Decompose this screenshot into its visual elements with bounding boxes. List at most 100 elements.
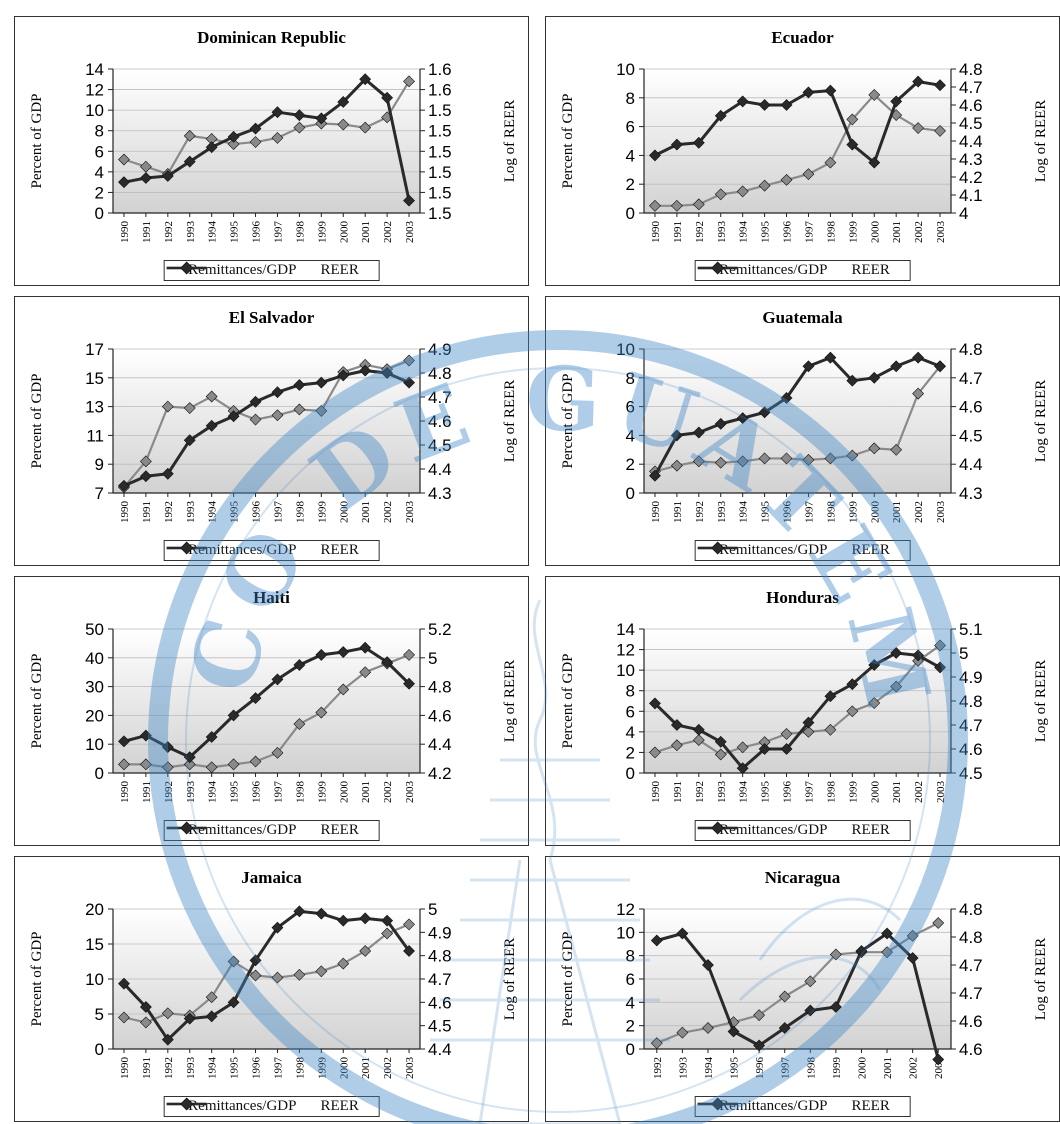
remittances-point: [118, 758, 130, 771]
x-tick-label: 1999: [316, 221, 328, 244]
legend: Remittances/GDP REER: [694, 820, 911, 841]
reer-point: [293, 109, 306, 122]
legend-label: Remittances/GDP: [719, 262, 828, 278]
x-tick-label: 1999: [847, 501, 859, 524]
y2-tick-label: 4.5: [959, 764, 983, 783]
x-tick-label: 1994: [207, 501, 219, 524]
reer-point: [403, 376, 415, 389]
reer-point: [802, 360, 815, 373]
y-tick-label: 12: [616, 641, 635, 660]
x-tick-label: 1992: [163, 1057, 175, 1079]
chart-panel: Guatemala 0 2 4 6 8 10 4.3 4.4 4.5 4.6 4.7 4.8 1990 19…: [545, 296, 1060, 566]
y2-tick-label: 4.3: [428, 484, 452, 503]
x-tick-label: 2003: [935, 781, 947, 804]
y2-tick-label: 4.6: [959, 1012, 983, 1031]
reer-point: [315, 112, 328, 125]
remittances-point: [890, 680, 903, 693]
remittances-point: [650, 1037, 663, 1050]
x-tick-label: 1997: [272, 1057, 284, 1080]
y-axis-title: Percent of GDP: [560, 94, 576, 189]
reer-point: [824, 351, 837, 364]
x-tick-label: 2002: [382, 221, 394, 243]
legend-item: REER: [166, 261, 359, 279]
y-tick-label: 2: [626, 175, 635, 194]
plot-area: [644, 69, 951, 213]
legend-label: REER: [851, 1098, 890, 1114]
x-tick-label: 2000: [338, 501, 350, 524]
legend-swatch-icon: [166, 541, 207, 555]
remittances-point: [778, 990, 791, 1003]
reer-point: [271, 106, 284, 119]
x-tick-label: 1992: [163, 781, 175, 803]
x-tick-label: 2002: [382, 1057, 394, 1079]
y2-tick-label: 4.6: [959, 1040, 983, 1059]
x-tick-label: 2001: [360, 221, 372, 243]
y2-tick-label: 4.8: [959, 692, 983, 711]
reer-point: [337, 369, 350, 382]
legend-swatch-icon: [166, 821, 207, 835]
y-tick-label: 8: [626, 947, 635, 966]
remittances-point: [315, 404, 328, 417]
chart-title: Ecuador: [771, 28, 834, 47]
y-axis-title: Percent of GDP: [560, 932, 576, 1027]
legend-label: Remittances/GDP: [719, 822, 828, 838]
x-tick-label: 1998: [294, 501, 306, 524]
remittances-point: [293, 718, 306, 730]
legend: Remittances/GDP REER: [163, 820, 380, 841]
x-tick-label: 1998: [825, 221, 837, 244]
x-tick-label: 2001: [360, 1057, 372, 1079]
remittances-point: [183, 758, 196, 771]
remittances-point: [670, 459, 683, 472]
legend-item: REER: [697, 261, 890, 279]
x-tick-label: 1994: [738, 221, 750, 244]
reer-point: [692, 723, 705, 736]
y2-tick-label: 4.6: [428, 993, 452, 1012]
y2-tick-label: 4.6: [959, 96, 983, 115]
reer-point: [271, 673, 284, 686]
remittances-point: [649, 199, 661, 212]
reer-point: [702, 959, 714, 971]
remittances-point: [403, 918, 415, 931]
remittances-series-line: [654, 644, 941, 756]
x-tick-label: 1993: [716, 501, 728, 524]
reer-point: [881, 927, 893, 940]
remittances-point: [293, 968, 306, 981]
reer-point: [315, 648, 328, 661]
x-tick-label: 1997: [272, 221, 284, 244]
reer-point: [337, 96, 350, 108]
remittances-point: [780, 452, 793, 465]
reer-point: [736, 95, 749, 108]
x-tick-label: 1998: [294, 221, 306, 244]
y2-tick-label: 4.6: [428, 412, 452, 431]
reer-point: [868, 371, 881, 384]
y-tick-label: 2: [626, 1017, 635, 1036]
reer-point: [139, 470, 152, 483]
remittances-point: [714, 188, 727, 201]
y2-tick-label: 4.3: [959, 484, 983, 503]
y-tick-label: 5: [95, 1005, 104, 1024]
chart-panel: Nicaragua 0 2 4 6 8 10 12 4.6 4.6 4.7 4.7 4.8 4.8 1992…: [545, 856, 1060, 1122]
chart-svg: Dominican Republic024681012141.51.51.51.…: [29, 28, 518, 244]
y2-tick-label: 5.1: [959, 620, 983, 639]
remittances-point: [205, 390, 218, 403]
chart-title: Honduras: [766, 588, 839, 607]
x-tick-label: 1999: [847, 221, 859, 244]
reer-point: [381, 91, 394, 104]
y-tick-label: 6: [626, 702, 635, 721]
legend-label: REER: [320, 822, 359, 838]
y2-tick-label: 4.1: [959, 186, 983, 205]
remittances-point: [753, 1009, 766, 1022]
y2-tick-label: 4.9: [428, 340, 452, 359]
reer-point: [381, 656, 394, 669]
y2-tick-label: 4.6: [959, 398, 983, 417]
x-tick-label: 2000: [869, 501, 881, 524]
reer-point: [315, 376, 328, 389]
y2-axis-title: Log of REER: [1033, 660, 1049, 743]
x-tick-label: 2000: [856, 1057, 868, 1080]
reer-point: [139, 729, 152, 742]
x-tick-label: 2002: [382, 501, 394, 523]
legend: Remittances/GDP REER: [163, 260, 380, 281]
y-tick-label: 12: [85, 81, 104, 100]
remittances-point: [161, 1007, 174, 1020]
